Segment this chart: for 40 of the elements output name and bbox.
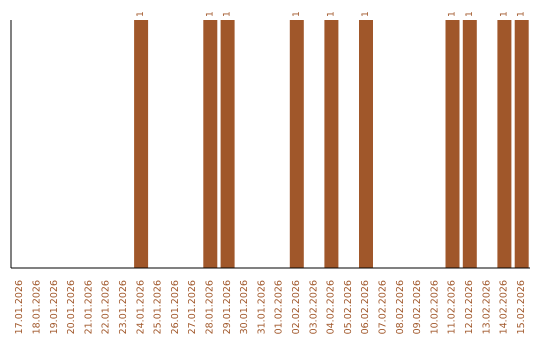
x-tick-label: 31.01.2026 [256, 280, 268, 334]
data-label: 1 [222, 11, 233, 17]
x-tick-label: 13.02.2026 [481, 280, 492, 334]
x-tick-label: 30.01.2026 [239, 280, 250, 334]
x-tick-label: 26.01.2026 [170, 280, 181, 334]
x-tick-label: 21.01.2026 [83, 280, 94, 334]
x-tick-label: 03.02.2026 [308, 280, 320, 334]
data-label: 1 [448, 11, 458, 17]
x-tick-label: 01.02.2026 [274, 280, 285, 334]
x-tick-label: 20.01.2026 [66, 280, 78, 334]
x-tick-label: 28.01.2026 [204, 280, 216, 334]
x-tick-label: 02.02.2026 [290, 280, 302, 334]
x-tick-label: 14.02.2026 [498, 280, 510, 334]
x-tick-label: 27.01.2026 [187, 280, 198, 334]
data-label: 1 [205, 11, 216, 17]
x-tick-label: 17.01.2026 [14, 280, 26, 334]
x-tick-label: 05.02.2026 [342, 280, 354, 334]
x-tick-label: 23.01.2026 [118, 280, 129, 334]
x-tick-label: 08.02.2026 [394, 280, 406, 334]
x-tick-label: 11.02.2026 [446, 280, 458, 334]
data-label: 1 [136, 11, 146, 17]
data-label: 1 [326, 11, 336, 17]
x-tick-label: 10.02.2026 [429, 280, 440, 334]
x-tick-label: 19.01.2026 [48, 280, 60, 334]
x-tick-label: 09.02.2026 [412, 280, 424, 334]
x-tick-label: 15.02.2026 [516, 280, 527, 334]
data-label: 1 [516, 11, 527, 17]
data-label: 1 [361, 11, 371, 17]
x-tick-label: 22.01.2026 [100, 280, 112, 334]
x-tick-label: 25.01.2026 [152, 280, 164, 334]
data-label: 1 [292, 11, 302, 17]
x-tick-label: 06.02.2026 [360, 280, 372, 334]
x-tick-label: 07.02.2026 [377, 280, 388, 334]
x-tick-label: 18.01.2026 [31, 280, 42, 334]
x-tick-label: 29.01.2026 [222, 280, 233, 334]
data-label: 1 [499, 11, 510, 17]
x-tick-label: 24.01.2026 [135, 280, 146, 334]
x-tick-label: 04.02.2026 [326, 280, 337, 334]
data-label: 1 [464, 11, 475, 17]
x-tick-label: 12.02.2026 [464, 280, 475, 334]
